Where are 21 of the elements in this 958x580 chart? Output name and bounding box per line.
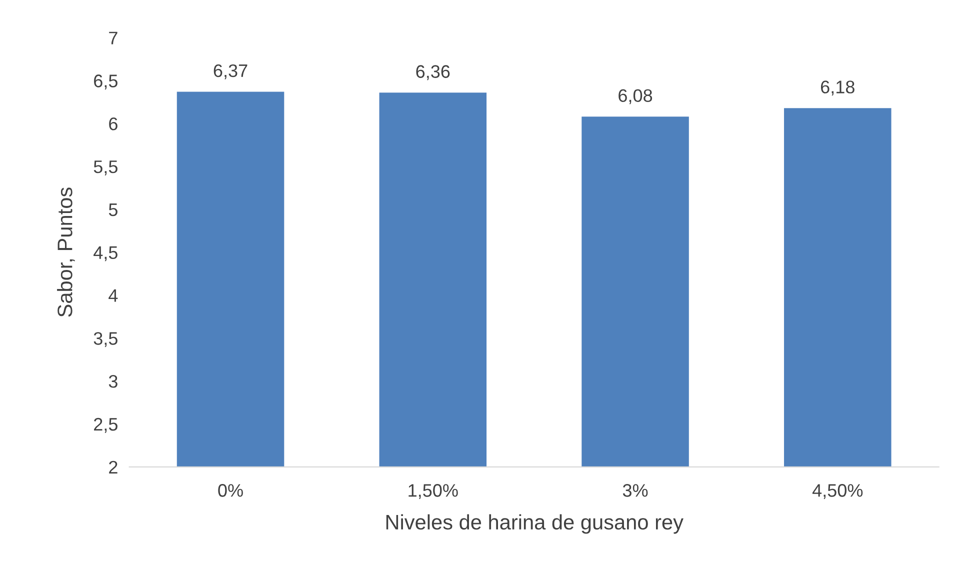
data-label: 6,37 — [214, 64, 248, 80]
x-tick-label: 4,50% — [812, 484, 863, 499]
y-tick-label: 7 — [109, 32, 118, 44]
y-tick-label: 2,5 — [94, 418, 118, 433]
data-label: 6,36 — [416, 65, 450, 80]
y-tick-label: 3,5 — [94, 332, 118, 347]
y-tick-label: 6,5 — [94, 74, 118, 90]
y-tick-label: 3 — [108, 374, 118, 388]
data-label: 6,18 — [821, 80, 854, 96]
x-tick-label: 0% — [218, 484, 243, 497]
data-label: 6,08 — [618, 89, 652, 104]
y-tick-label: 4,5 — [94, 246, 118, 262]
y-tick-label: 6 — [109, 117, 118, 130]
x-tick-label: 3% — [622, 484, 648, 497]
x-axis-title: Niveles de harina de gusano rey — [386, 514, 684, 534]
y-tick-label: 4 — [108, 289, 118, 302]
y-axis-title: Sabor, Puntos — [57, 188, 75, 317]
y-tick-label: 5,5 — [94, 160, 118, 176]
y-tick-label: 5 — [108, 204, 118, 216]
x-tick-label: 1,50% — [408, 484, 458, 499]
y-tick-label: 2 — [109, 460, 118, 474]
